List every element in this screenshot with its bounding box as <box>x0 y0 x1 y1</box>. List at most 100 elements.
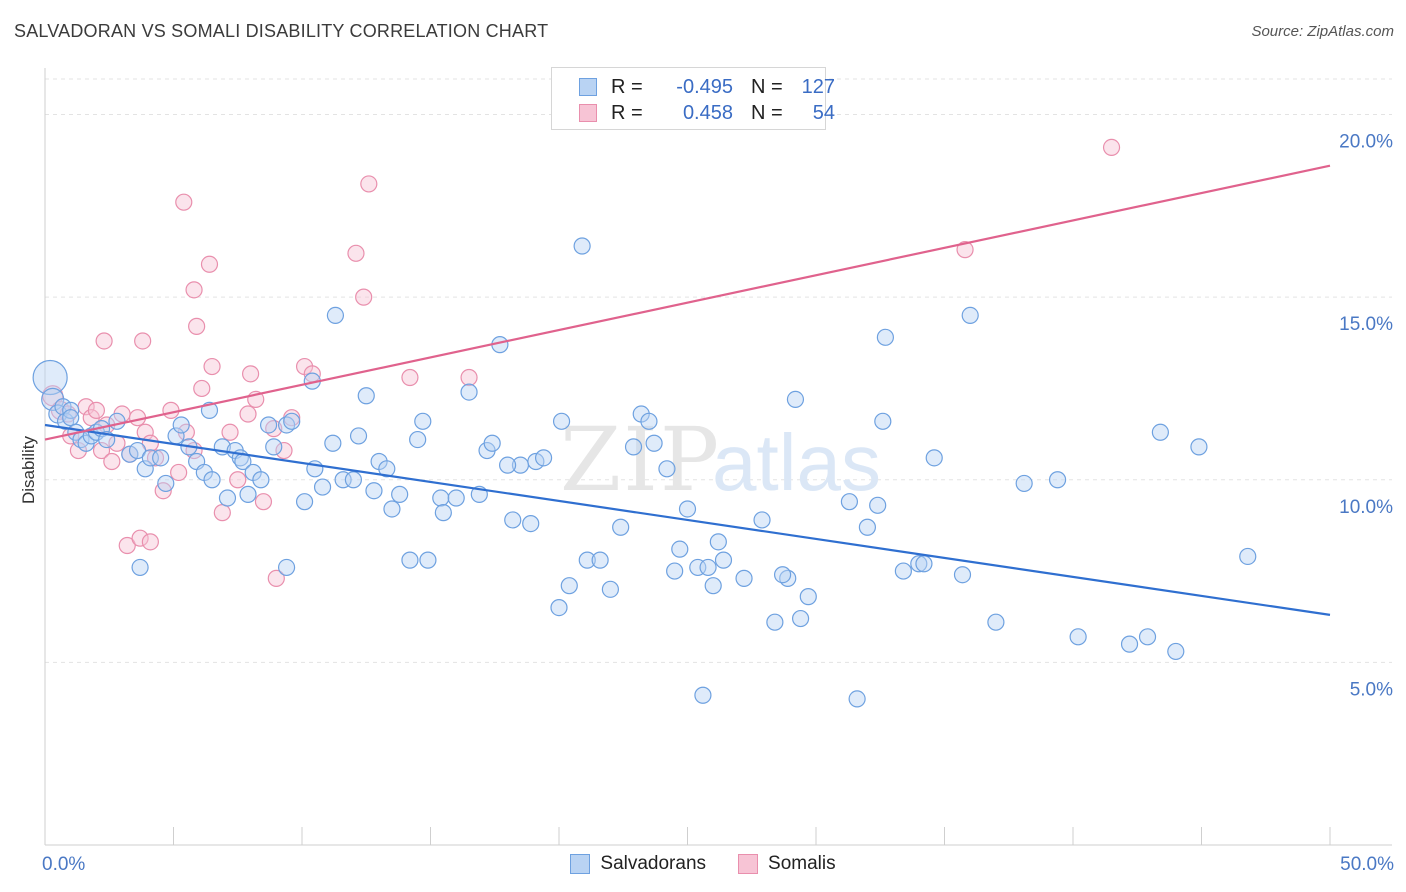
salvadorans-point <box>252 471 270 489</box>
salvadorans-point <box>1239 547 1257 566</box>
salvadorans-point <box>419 551 437 569</box>
legend-item-salvadorans[interactable]: Salvadorans <box>570 853 706 875</box>
salvadorans-point <box>203 471 221 489</box>
salvadorans-point <box>534 449 553 467</box>
somalis-point <box>242 365 260 383</box>
salvadorans-point <box>108 412 126 430</box>
salvadorans-point <box>326 306 345 325</box>
salvadorans-point <box>313 478 332 496</box>
somalis-point <box>239 405 257 423</box>
somalis-point <box>193 379 211 398</box>
salvadorans-point <box>735 569 753 587</box>
salvadorans-point <box>483 434 501 452</box>
salvadorans-point <box>344 471 362 489</box>
salvadorans-point <box>550 598 568 617</box>
salvadorans-point <box>378 460 396 478</box>
salvadorans-point <box>925 449 943 467</box>
salvadorans-point <box>552 412 571 430</box>
somalis-point <box>956 241 974 259</box>
somalis-point <box>92 441 111 460</box>
somalis-points <box>42 138 1121 587</box>
y-axis-label: Disability <box>19 435 38 504</box>
salvadorans-point <box>799 588 817 606</box>
legend-swatch-somalis <box>579 104 597 122</box>
salvadorans-point <box>1048 471 1067 489</box>
legend-item-somalis[interactable]: Somalis <box>738 853 836 875</box>
somalis-point <box>347 244 365 262</box>
legend-r-value: -0.495 <box>676 75 733 98</box>
chart-title: SALVADORAN VS SOMALI DISABILITY CORRELAT… <box>14 21 549 41</box>
salvadorans-point <box>277 558 296 577</box>
salvadorans-point <box>773 566 792 584</box>
salvadorans-point <box>152 449 170 467</box>
somalis-point <box>267 569 285 587</box>
salvadorans-point <box>128 441 147 460</box>
somalis-point <box>175 193 193 211</box>
somalis-point <box>275 441 293 460</box>
somalis-point <box>188 317 206 335</box>
salvadorans-point <box>1138 628 1157 646</box>
salvadorans-point <box>840 493 859 511</box>
salvadorans-point <box>283 412 301 430</box>
salvadorans-point <box>915 555 933 573</box>
salvadorans-point <box>1015 474 1033 493</box>
salvadorans-point <box>694 686 712 704</box>
legend-row-salvadorans: R = -0.495 N = 127 <box>552 74 835 100</box>
salvadorans-point <box>591 551 609 569</box>
somalis-point <box>221 423 239 441</box>
salvadorans-point <box>791 609 810 628</box>
legend-r-label: R = <box>611 101 643 124</box>
legend-r-value: 0.458 <box>682 101 733 124</box>
salvadorans-trend-line <box>44 423 1331 616</box>
salvadorans-point <box>349 427 368 445</box>
salvadorans-point <box>910 555 928 573</box>
legend-label-salvadorans: Salvadorans <box>600 853 707 874</box>
somalis-point <box>203 357 221 376</box>
salvadorans-point <box>869 496 887 514</box>
salvadorans-point <box>62 409 80 427</box>
salvadorans-point <box>671 540 689 558</box>
salvadorans-point <box>136 460 154 478</box>
legend-n-value: 54 <box>812 101 835 124</box>
tick-labels: 5.0% 10.0% 15.0% 20.0% 0.0% 50.0% <box>42 132 1394 875</box>
salvadorans-point <box>409 430 427 449</box>
salvadorans-point <box>1120 635 1139 653</box>
somalis-point <box>146 449 165 467</box>
salvadorans-point <box>704 577 722 595</box>
y-tick-label: 10.0% <box>1339 497 1393 518</box>
salvadorans-point <box>573 237 591 255</box>
salvadorans-point <box>391 485 409 503</box>
salvadorans-point <box>447 489 465 507</box>
somalis-point <box>131 529 149 547</box>
x-tick-label-max: 50.0% <box>1340 854 1394 875</box>
somalis-point <box>355 288 373 306</box>
salvadorans-point <box>239 485 257 503</box>
trend-lines <box>44 164 1331 616</box>
salvadorans-points <box>32 237 1257 708</box>
salvadorans-point <box>265 438 283 456</box>
salvadorans-point <box>612 518 630 536</box>
salvadorans-point <box>324 434 342 452</box>
salvadorans-point <box>786 390 805 409</box>
salvadorans-point <box>522 514 540 533</box>
salvadorans-point <box>766 613 784 631</box>
somalis-point <box>213 504 231 522</box>
salvadorans-point <box>1190 438 1208 456</box>
somalis-point <box>360 175 378 193</box>
salvadorans-point <box>295 493 314 511</box>
somalis-point <box>170 463 188 482</box>
salvadorans-point <box>560 577 578 595</box>
salvadorans-point <box>504 511 522 529</box>
somalis-point <box>103 452 121 471</box>
salvadorans-point <box>434 504 452 522</box>
salvadorans-point <box>62 401 80 419</box>
salvadorans-point <box>709 533 727 551</box>
legend-swatch-somalis <box>738 854 759 874</box>
salvadorans-point <box>365 482 383 500</box>
salvadorans-point <box>1069 628 1087 646</box>
legend-row-somalis: R = 0.458 N = 54 <box>552 100 835 126</box>
legend-n-value: 127 <box>801 75 835 98</box>
salvadorans-point <box>1151 423 1169 441</box>
salvadorans-point <box>383 500 401 518</box>
somalis-point <box>1102 138 1121 156</box>
